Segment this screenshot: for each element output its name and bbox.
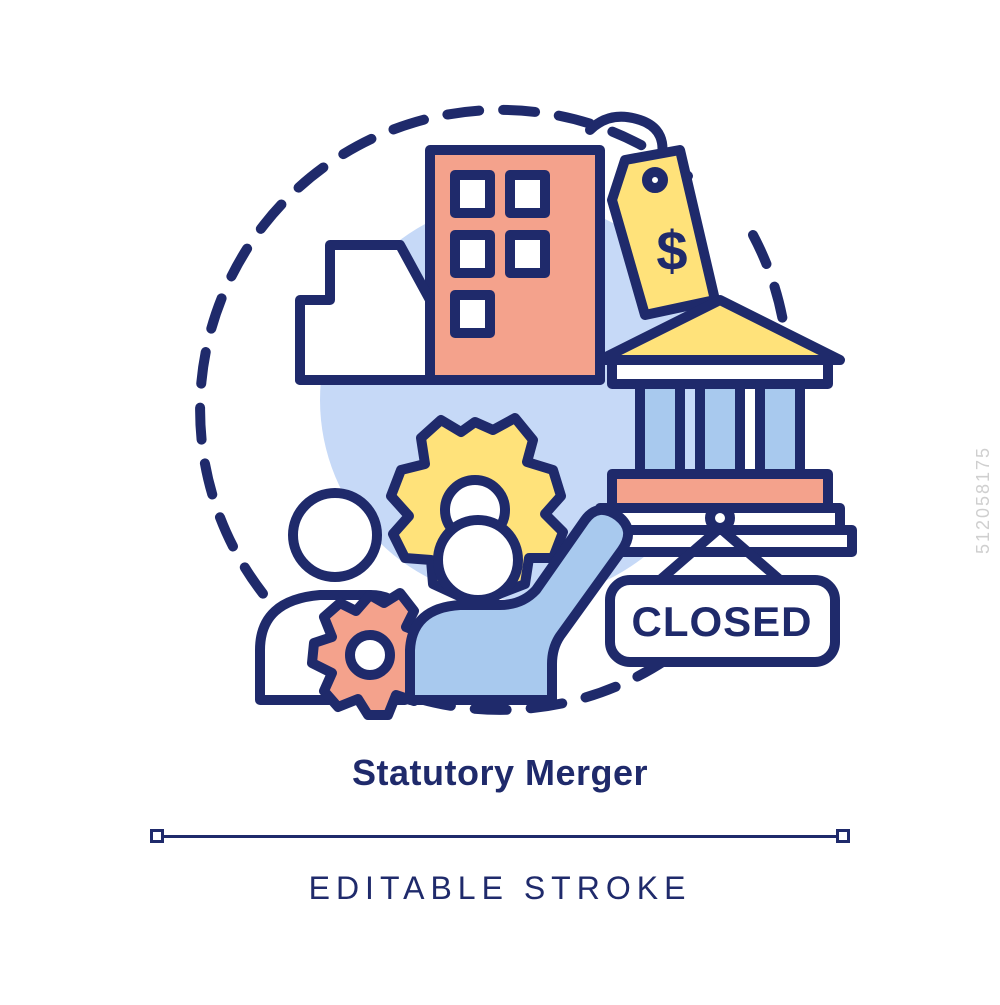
watermark-text: 512058175 (973, 446, 994, 554)
divider (150, 826, 850, 846)
buildings-icon (300, 150, 600, 380)
svg-text:$: $ (656, 219, 687, 282)
subtitle-text: EDITABLE STROKE (0, 870, 1000, 907)
svg-text:CLOSED: CLOSED (631, 598, 812, 645)
concept-illustration: $ CLOSED (0, 0, 1000, 1000)
title-text: Statutory Merger (0, 752, 1000, 794)
